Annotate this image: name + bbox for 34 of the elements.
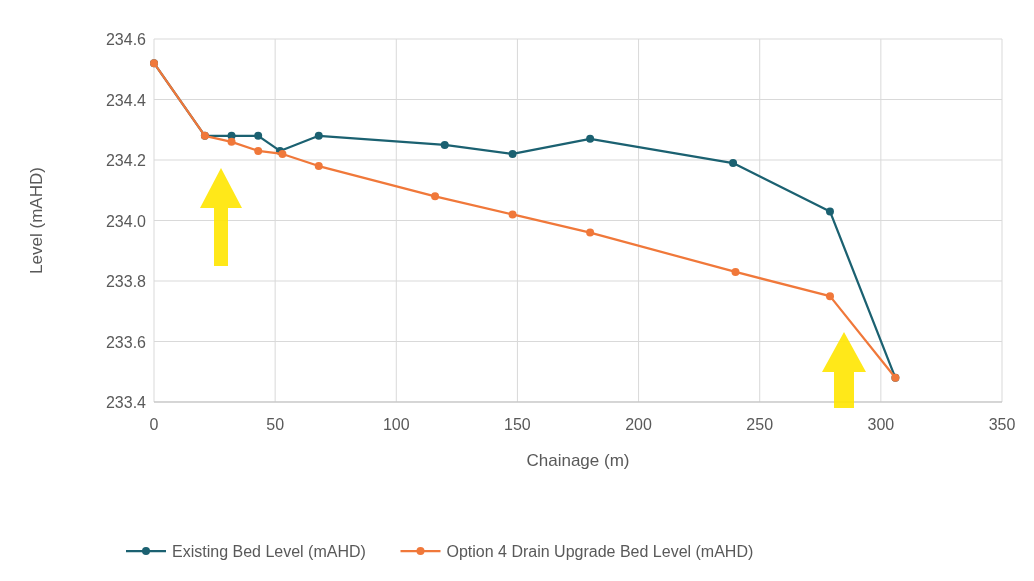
point (825, 292, 834, 301)
x-tick-label: 250 (746, 416, 774, 433)
point (586, 134, 595, 143)
legend-label: Option 4 Drain Upgrade Bed Level (mAHD) (446, 543, 754, 560)
point (508, 210, 517, 219)
point (314, 131, 323, 140)
x-tick-label: 0 (149, 416, 159, 433)
y-tick-label: 233.6 (105, 333, 147, 351)
point (227, 137, 236, 146)
y-tick-label: 234.4 (105, 91, 147, 109)
x-tick-label: 50 (266, 416, 285, 433)
point (440, 140, 449, 149)
y-tick-label: 233.8 (105, 273, 147, 290)
point (254, 146, 263, 155)
y-axis-title: Level (mAHD) (27, 167, 46, 274)
y-tick-label: 234.6 (105, 31, 147, 48)
x-tick-label: 200 (625, 416, 653, 433)
x-tick-label: 300 (867, 416, 895, 433)
point (586, 228, 595, 237)
point (314, 162, 323, 171)
x-axis-title: Chainage (m) (526, 451, 630, 470)
y-tick-label: 233.4 (105, 394, 147, 411)
point (254, 131, 263, 140)
legend-label: Existing Bed Level (mAHD) (172, 543, 366, 560)
point (508, 149, 517, 158)
y-tick-label: 234.2 (105, 152, 147, 169)
point (825, 207, 834, 216)
point (431, 192, 440, 201)
point (729, 159, 738, 168)
y-tick-label: 234.0 (105, 212, 147, 230)
point (731, 267, 740, 276)
x-tick-label: 100 (382, 416, 410, 433)
x-tick-label: 350 (988, 416, 1016, 433)
x-tick-label: 150 (504, 416, 531, 433)
